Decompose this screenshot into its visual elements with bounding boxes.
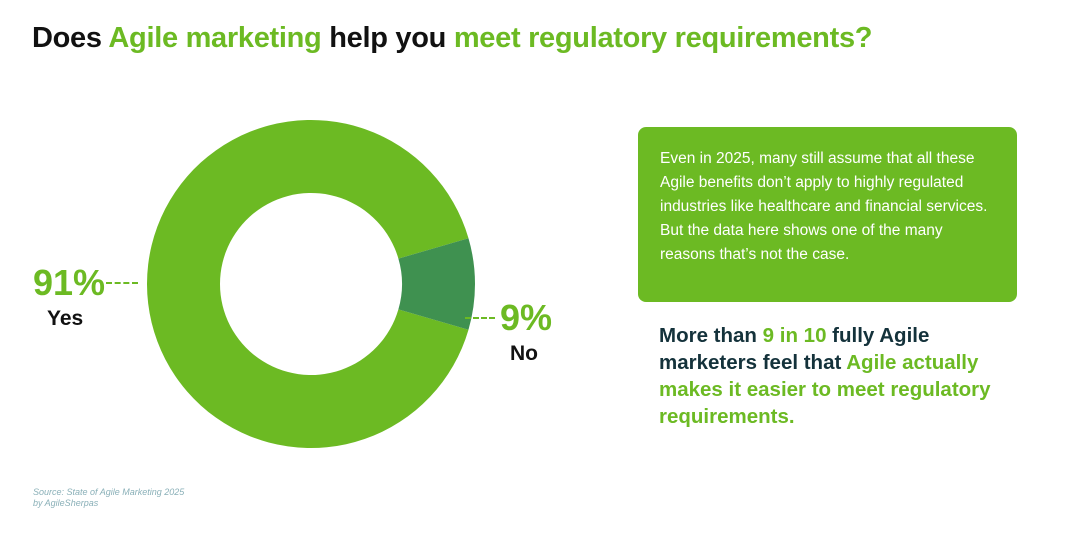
title-part-3: help you <box>321 22 454 54</box>
yes-category-label: Yes <box>47 307 84 330</box>
title-part-1: Does <box>32 22 109 54</box>
source-line-2: by AgileSherpas <box>33 498 99 508</box>
donut-slice-no <box>398 238 475 330</box>
title-part-2: Agile marketing <box>108 22 322 54</box>
no-leader-line <box>465 317 495 319</box>
no-percent-label: 9% <box>500 297 553 338</box>
context-callout-box: Even in 2025, many still assume that all… <box>638 127 1017 302</box>
donut-slice-yes <box>147 119 469 448</box>
page-title: Does Agile marketing help you meet regul… <box>32 22 872 55</box>
source-citation: Source: State of Agile Marketing 2025 by… <box>33 487 184 509</box>
callout-text: Even in 2025, many still assume that all… <box>660 150 988 263</box>
stat-part-2: 9 in 10 <box>762 324 827 347</box>
no-category-label: No <box>510 342 538 365</box>
title-part-4: meet regulatory requirements? <box>453 22 873 54</box>
stat-part-3: fully Agile marketers feel that <box>659 324 930 374</box>
stat-part-1: More than <box>659 324 763 347</box>
yes-percent-label: 91% <box>33 262 106 303</box>
yes-leader-line <box>106 282 138 284</box>
source-line-1: Source: State of Agile Marketing 2025 <box>33 487 185 497</box>
key-stat-statement: More than 9 in 10 fully Agile marketers … <box>659 322 1029 430</box>
stat-part-4: Agile actually makes it easier to meet r… <box>659 351 991 428</box>
